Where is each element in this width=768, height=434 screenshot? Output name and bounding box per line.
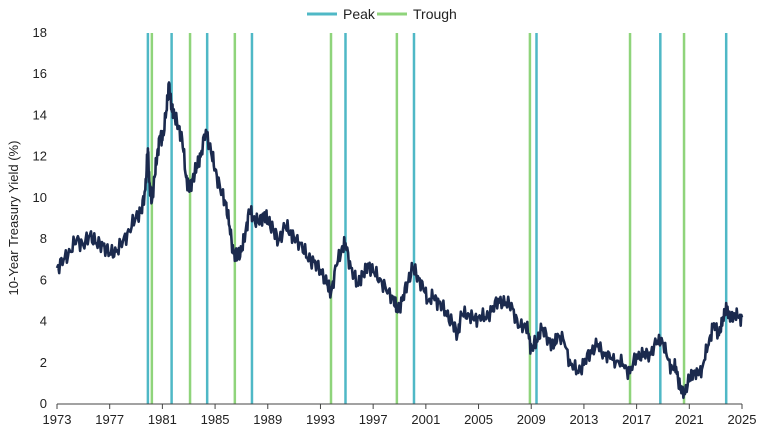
x-tick-label: 2025 bbox=[728, 412, 757, 427]
y-axis-ticks: 0 2 4 6 8 10 12 14 16 18 bbox=[33, 25, 47, 411]
x-axis-ticks: 1973 1977 1981 1985 1989 1993 1997 2001 2005 2009… bbox=[43, 404, 757, 427]
y-tick-label: 2 bbox=[40, 355, 47, 370]
y-tick-label: 4 bbox=[40, 314, 47, 329]
series-layer bbox=[55, 81, 744, 400]
y-axis-label: 10-Year Treasury Yield (%) bbox=[6, 141, 21, 296]
x-tick-label: 1981 bbox=[148, 412, 177, 427]
y-tick-label: 14 bbox=[33, 107, 47, 122]
legend-peak-label: Peak bbox=[343, 6, 376, 22]
y-tick-label: 8 bbox=[40, 231, 47, 246]
y-tick-label: 16 bbox=[33, 66, 47, 81]
y-tick-label: 0 bbox=[40, 396, 47, 411]
y-tick-label: 10 bbox=[33, 190, 47, 205]
y-tick-label: 12 bbox=[33, 149, 47, 164]
x-tick-label: 2021 bbox=[675, 412, 704, 427]
x-tick-label: 1993 bbox=[306, 412, 335, 427]
x-tick-label: 1989 bbox=[253, 412, 282, 427]
x-tick-label: 2005 bbox=[464, 412, 493, 427]
x-tick-label: 1985 bbox=[201, 412, 230, 427]
x-tick-label: 2017 bbox=[622, 412, 651, 427]
yield-line-0 bbox=[55, 81, 744, 400]
x-tick-label: 2013 bbox=[569, 412, 598, 427]
peak-trough-markers bbox=[146, 33, 728, 404]
x-tick-label: 1977 bbox=[95, 412, 124, 427]
x-tick-label: 1973 bbox=[43, 412, 72, 427]
x-tick-label: 2009 bbox=[517, 412, 546, 427]
legend-trough-label: Trough bbox=[413, 6, 457, 22]
y-tick-label: 6 bbox=[40, 272, 47, 287]
y-tick-label: 18 bbox=[33, 25, 47, 40]
x-tick-label: 2001 bbox=[411, 412, 440, 427]
x-tick-label: 1997 bbox=[359, 412, 388, 427]
chart-legend: Peak Trough bbox=[307, 6, 457, 22]
